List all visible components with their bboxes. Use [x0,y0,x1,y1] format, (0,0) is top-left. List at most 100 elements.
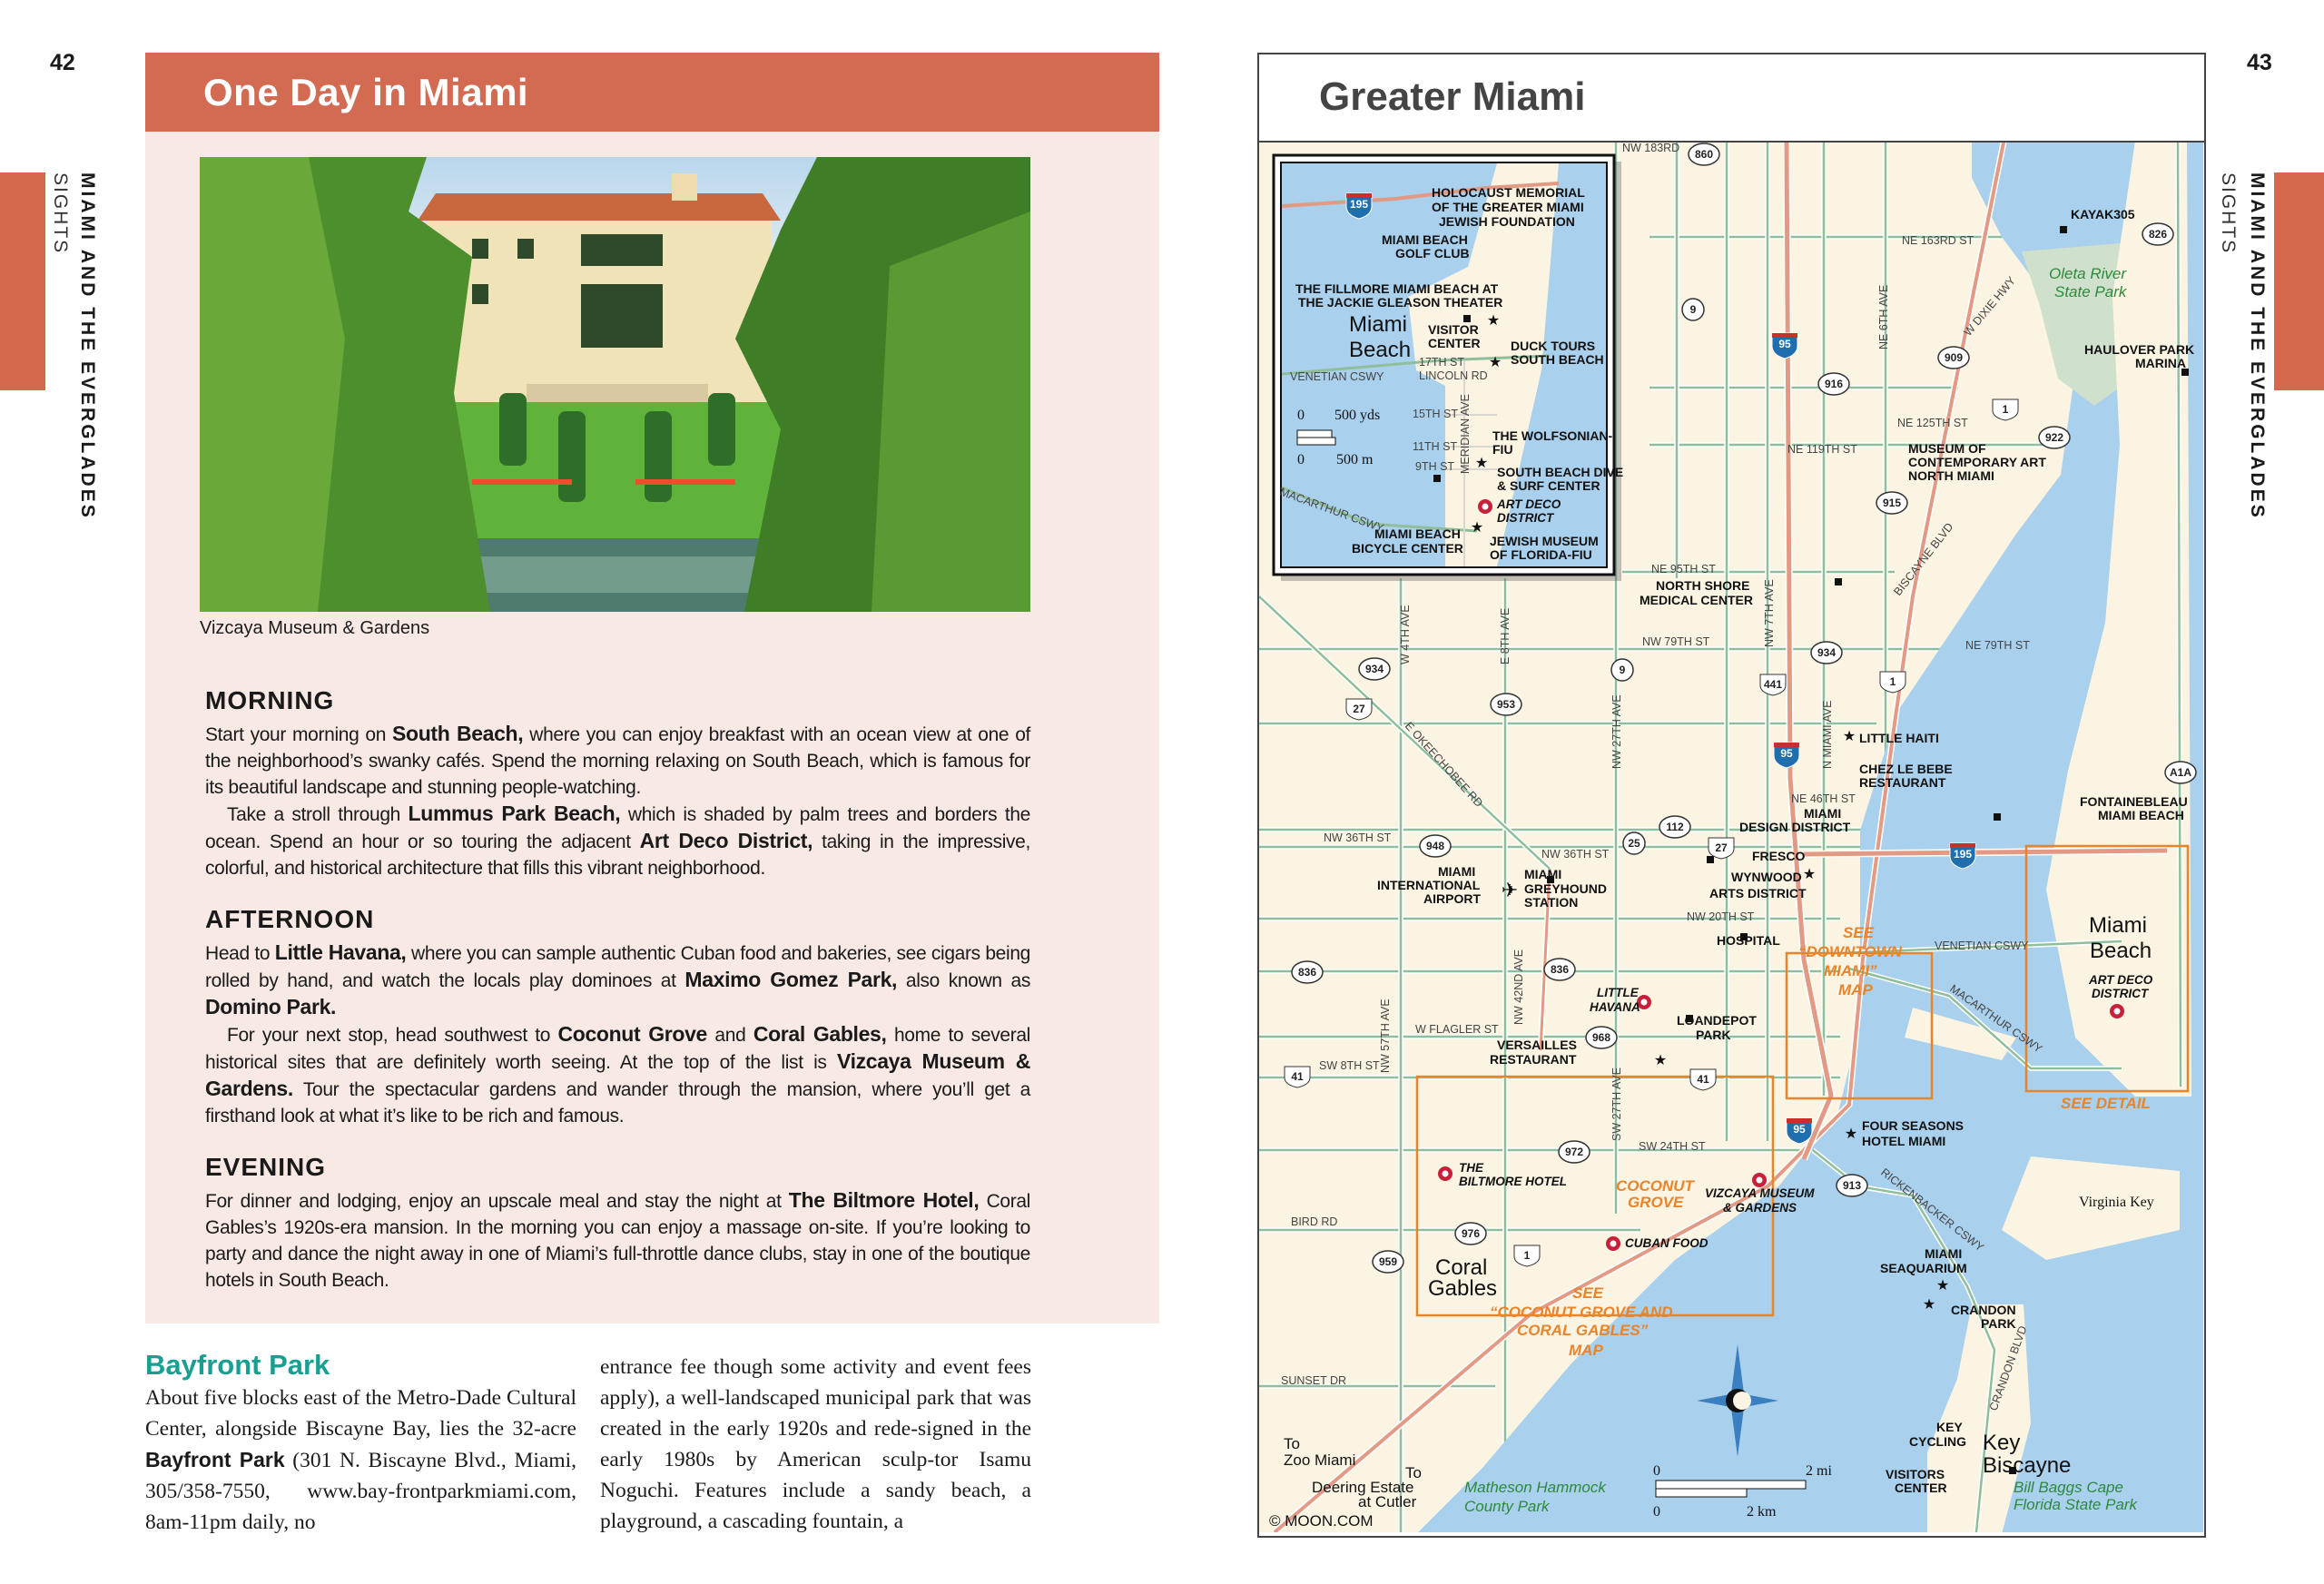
evening-section: EVENING For dinner and lodging, enjoy an… [205,1153,1030,1294]
sight-star-icon[interactable]: ★ [1487,313,1500,329]
bayfront-column-1: About five blocks east of the Metro-Dade… [145,1386,576,1534]
route-number: 1 [1890,675,1896,688]
state-route-shield: 934 [1810,641,1843,664]
south-beach-inset[interactable] [1272,153,1621,581]
state-route-shield: 976 [1454,1222,1487,1245]
route-number: 972 [1565,1146,1583,1158]
sight-star-icon[interactable]: ★ [1475,456,1488,471]
map-label: SOUTH BEACH [1511,352,1604,367]
map-label: MIAMI [1524,867,1561,881]
map-label: SEAQUARIUM [1880,1261,1967,1275]
route-number: 916 [1825,378,1843,390]
map-label: HOLOCAUST MEMORIAL [1432,185,1585,200]
map-label: 2 km [1747,1504,1777,1520]
us-route-shield: 1 [1879,671,1906,694]
map-label: MUSEUM OF [1908,441,1986,456]
inset-land [1408,163,1559,566]
state-route-shield: A1A [2164,761,2197,784]
sight-star-icon[interactable]: ★ [1936,1278,1949,1294]
map-label: SUNSET DR [1281,1374,1346,1387]
star-icon [1442,1170,1449,1177]
map-label: INTERNATIONAL [1377,878,1481,892]
map-label: CRANDON [1951,1303,2016,1317]
point-of-interest-icon[interactable] [1547,876,1554,883]
point-of-interest-icon[interactable] [2181,369,2189,376]
point-of-interest-icon[interactable] [2060,226,2067,233]
sight-star-icon[interactable]: ★ [1803,867,1816,882]
map-label: 15TH ST [1413,408,1458,420]
virginia-key [2002,1156,2180,1260]
sight-star-icon[interactable]: ★ [1845,1127,1857,1142]
running-head-left: MIAMI AND THE EVERGLADES [77,172,98,520]
route-number: 836 [1551,963,1569,976]
sight-star-icon[interactable]: ★ [1654,1053,1667,1068]
point-of-interest-icon[interactable] [1433,475,1441,482]
a1a [2176,143,2182,1087]
point-of-interest-icon[interactable] [2009,1467,2016,1474]
map-label: © MOON.COM [1269,1512,1374,1530]
downtown-callout-box[interactable] [1785,951,1934,1100]
point-of-interest-icon[interactable] [1686,1015,1693,1022]
map-label: LINCOLN RD [1419,369,1488,382]
sight-star-icon[interactable]: ★ [1843,729,1856,744]
vizcaya-photo [200,157,1030,612]
us-route-shield: 1 [1992,398,2019,421]
point-of-interest-icon[interactable] [1994,813,2001,821]
interstate-shield: 95 [1773,742,1800,769]
map-label: Coral [1435,1255,1487,1280]
map-label: Miami [1349,312,1407,337]
map-label: THE FILLMORE MIAMI BEACH AT [1295,281,1499,296]
map-label: OF THE GREATER MIAMI [1432,200,1584,214]
callout-boxes [1415,844,2190,1317]
map-label: NE 46TH ST [1791,792,1856,805]
state-route-shield: 968 [1585,1026,1618,1049]
coconut-grove-callout-box[interactable] [1415,1075,1775,1317]
map-label: WYNWOOD [1731,870,1802,884]
map-label: NW 7TH AVE [1763,579,1776,647]
map-label: SOUTH BEACH DIVE [1497,465,1623,479]
point-of-interest-icon[interactable] [1740,933,1748,940]
map-label: NE 95TH ST [1651,563,1716,576]
running-subhead-right: SIGHTS [2218,172,2239,255]
map-label: MIAMI BEACH [1382,232,1468,247]
feature-title: One Day in Miami [203,71,529,113]
map-label: 0 [1653,1463,1660,1479]
map-label: KAYAK305 [2071,207,2135,221]
point-of-interest-icon[interactable] [1463,315,1471,322]
state-route-shield: 9 [1681,298,1705,321]
map-label: GOLF CLUB [1395,246,1470,261]
point-of-interest-icon[interactable] [1835,578,1842,585]
route-number: A1A [2170,766,2191,779]
map-label: VENETIAN CSWY [1935,940,2029,952]
map-label: Gables [1428,1276,1497,1301]
bayfront-column-2: entrance fee though some activity and ev… [600,1355,1031,1533]
bayfront-park-heading: Bayfront Park [145,1349,330,1381]
map-label: MIAMI” [1824,962,1877,979]
compass-rose-icon [1697,1344,1778,1457]
sight-star-icon[interactable]: ★ [1471,520,1483,536]
map-label: W FLAGLER ST [1415,1023,1499,1036]
map-label: at Cutler [1358,1493,1417,1510]
route-number: 860 [1695,148,1713,161]
map-label: THE JACKIE GLEASON THEATER [1298,295,1502,310]
sight-star-icon[interactable]: ★ [1923,1297,1935,1313]
map-label: HOTEL MIAMI [1862,1134,1945,1148]
photo-caption: Vizcaya Museum & Gardens [200,618,430,638]
route-number: 915 [1883,497,1901,509]
map-scale-bar [1655,1480,1807,1498]
route-number: 95 [1780,747,1793,760]
map-label: NE 6TH AVE [1877,285,1890,349]
okeechobee-road [1259,595,1551,870]
sight-star-icon[interactable]: ★ [1489,355,1502,370]
venetian-causeway [1839,940,2122,955]
state-route-shield: 860 [1688,143,1720,166]
map-label: ART DECO [2088,973,2153,987]
biscayne-bay-water [1418,143,2203,1532]
route-number: 913 [1843,1179,1861,1192]
point-of-interest-icon[interactable] [1707,856,1714,863]
map-label: NW 20TH ST [1687,910,1755,923]
map-label: 0 [1297,452,1305,467]
map-label: FONTAINEBLEAU [2080,794,2188,809]
see-detail-callout-box[interactable] [2024,844,2190,1093]
